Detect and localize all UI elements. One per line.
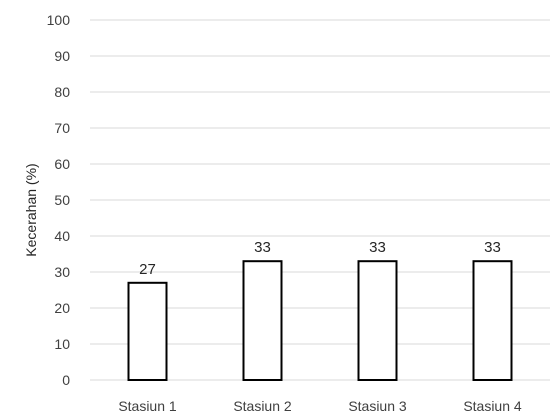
- bar: [242, 260, 283, 382]
- x-tick-label: Stasiun 2: [233, 398, 292, 414]
- y-tick-label: 10: [54, 336, 70, 352]
- y-axis-title: Kecerahan (%): [23, 163, 39, 256]
- y-tick-label: 30: [54, 264, 70, 280]
- bar: [357, 260, 398, 382]
- y-tick-label: 70: [54, 120, 70, 136]
- data-label: 33: [254, 239, 271, 256]
- y-tick-label: 20: [54, 300, 70, 316]
- x-axis-ticks: Stasiun 1 Stasiun 2 Stasiun 3 Stasiun 4: [118, 398, 522, 414]
- x-tick-label: Stasiun 4: [463, 398, 522, 414]
- y-tick-label: 0: [62, 372, 70, 388]
- bar: [127, 281, 168, 381]
- data-label: 27: [139, 261, 156, 278]
- y-tick-label: 60: [54, 156, 70, 172]
- y-tick-label: 100: [47, 12, 71, 28]
- x-tick-label: Stasiun 3: [348, 398, 407, 414]
- y-axis-ticks: 0 10 20 30 40 50 60 70 80 90 100: [47, 12, 71, 388]
- y-tick-label: 50: [54, 192, 70, 208]
- y-tick-label: 90: [54, 48, 70, 64]
- y-tick-label: 80: [54, 84, 70, 100]
- data-label: 33: [369, 239, 386, 256]
- bars: [127, 260, 513, 382]
- bar: [472, 260, 513, 382]
- data-label: 33: [484, 239, 501, 256]
- y-tick-label: 40: [54, 228, 70, 244]
- x-tick-label: Stasiun 1: [118, 398, 177, 414]
- data-labels: 27 33 33 33: [139, 239, 501, 278]
